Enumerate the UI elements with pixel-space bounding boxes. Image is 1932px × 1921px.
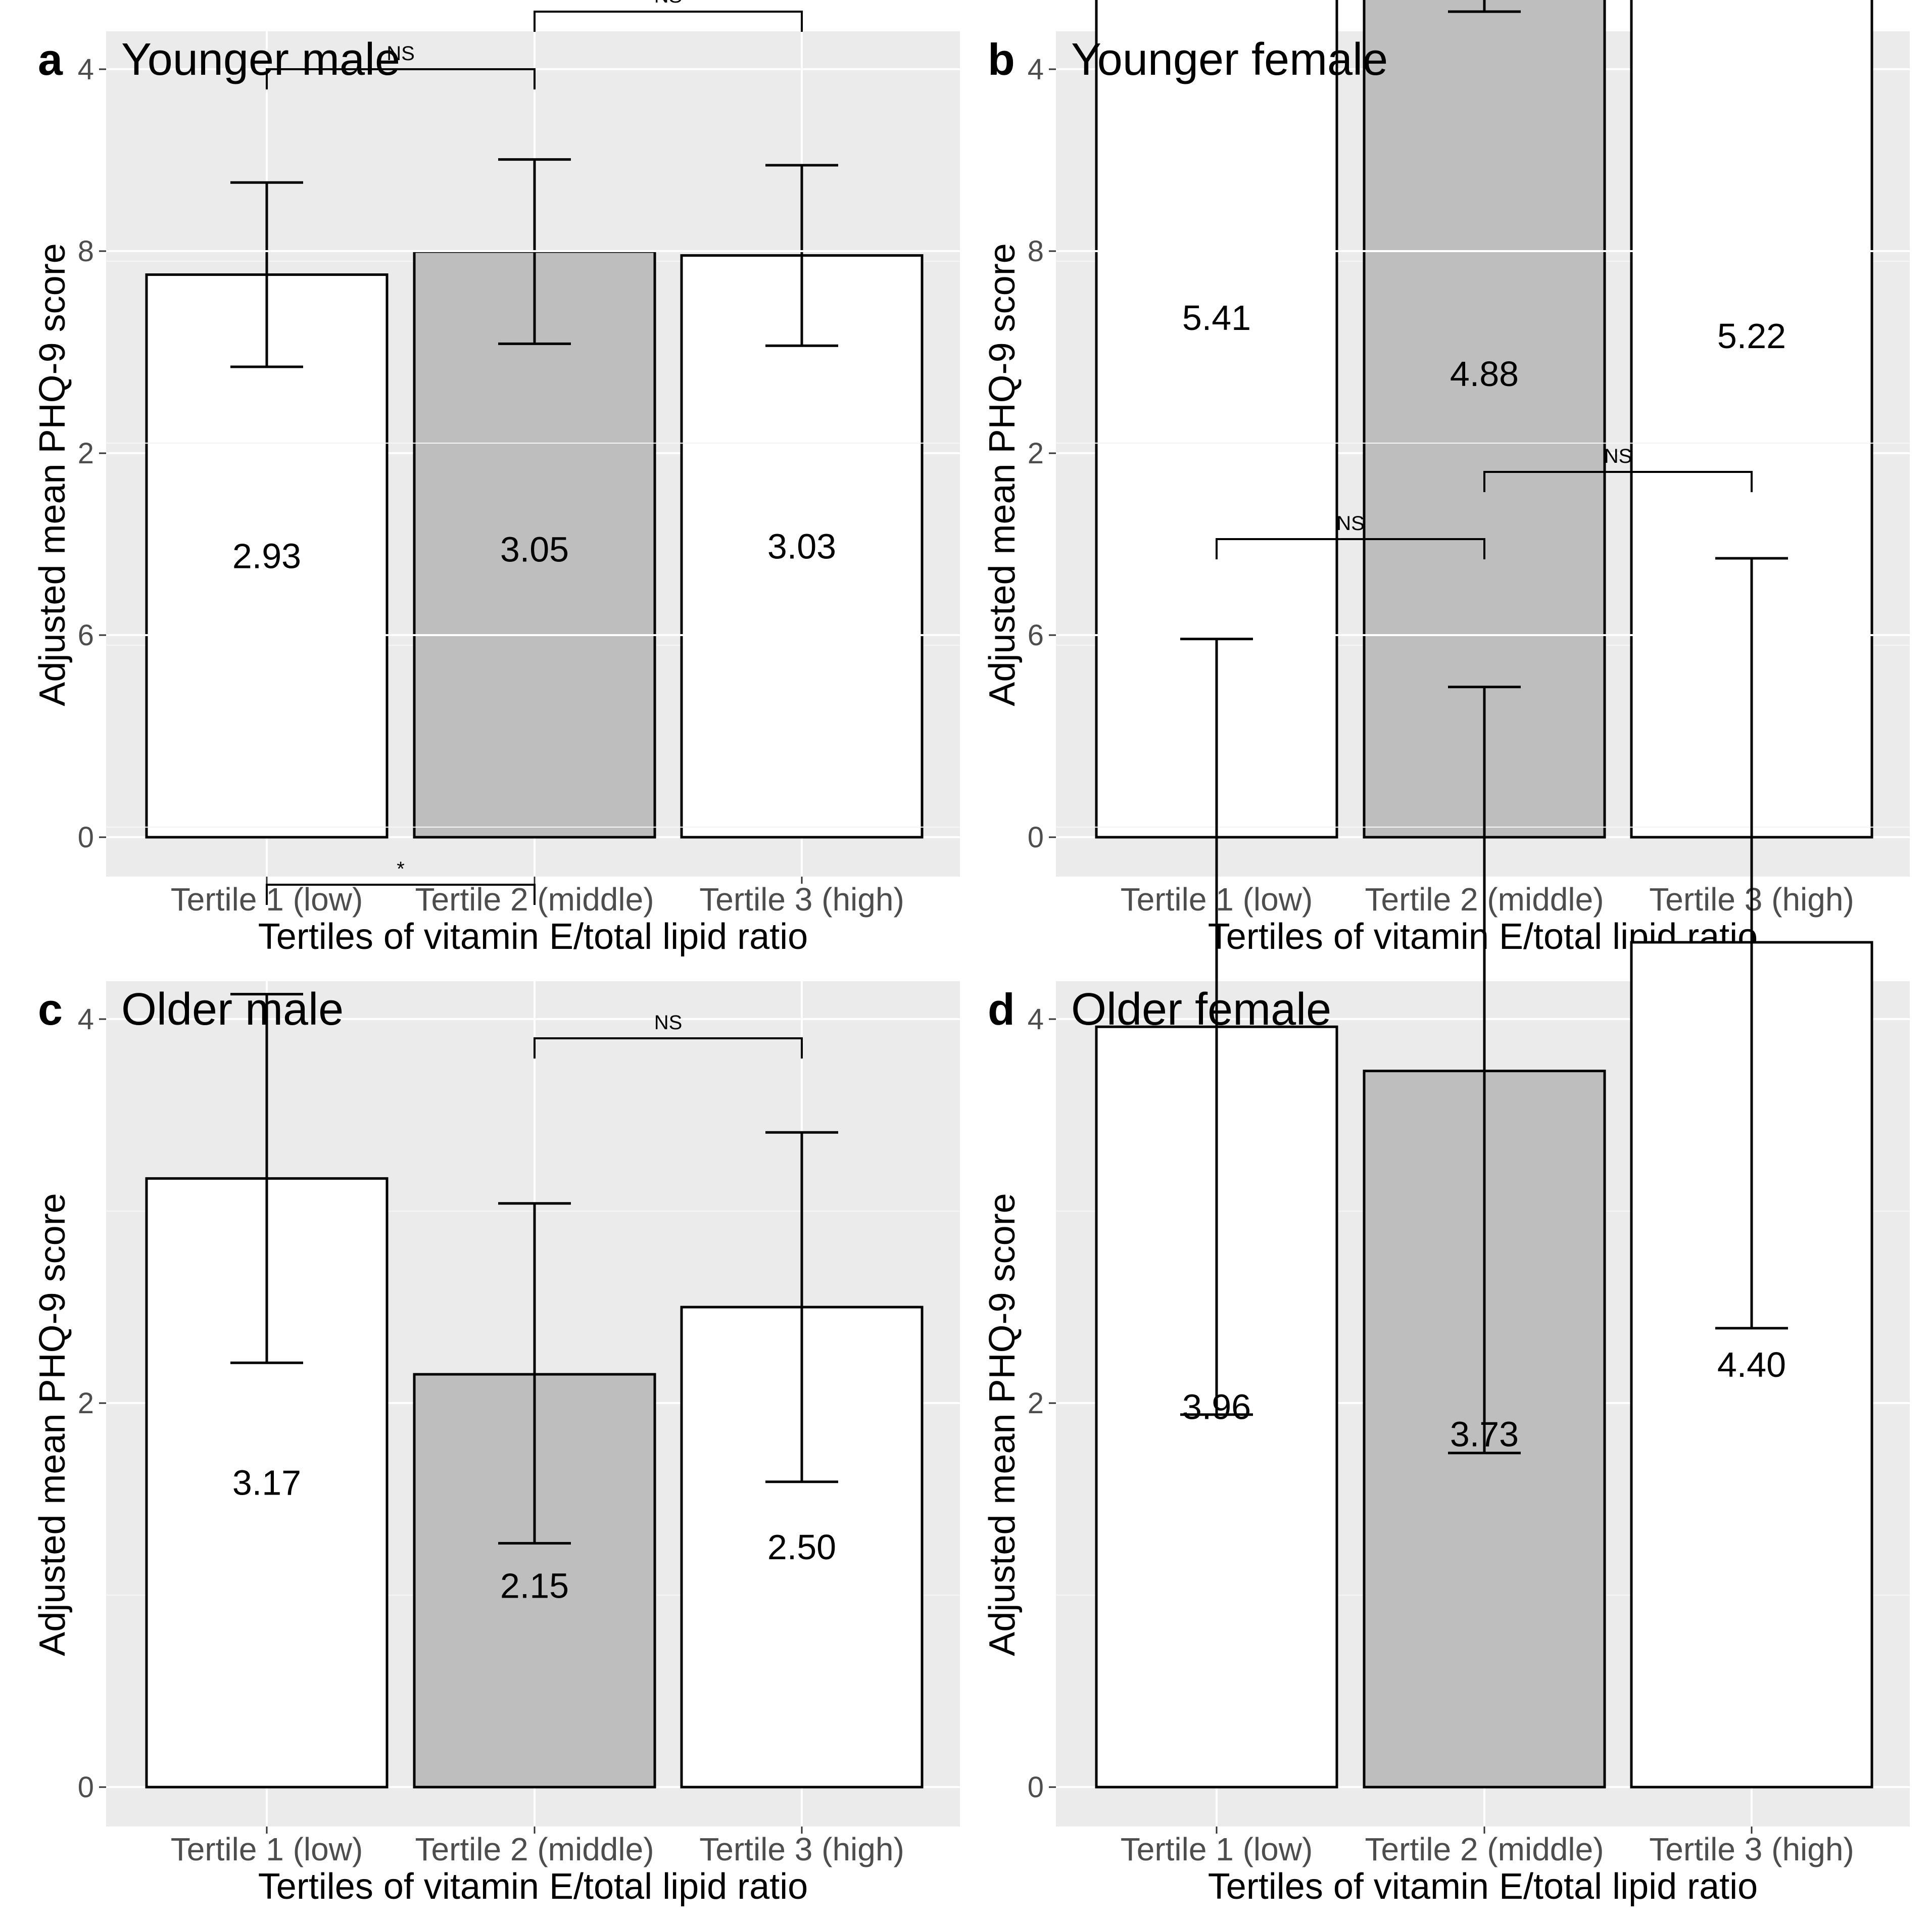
significance-label: NS <box>654 0 683 7</box>
y-tick-label: 2 <box>78 1387 94 1420</box>
bar-value-label: 5.41 <box>1182 298 1251 338</box>
significance-label: * <box>397 858 405 880</box>
bar-value-label: 2.15 <box>500 1566 569 1606</box>
bar-value-label: 2.93 <box>232 536 301 575</box>
y-tick-label: 8 <box>78 235 94 268</box>
panel-title: Older female <box>1071 984 1331 1035</box>
panel-letter: b <box>988 34 1015 84</box>
x-tick-label: Tertile 2 (middle) <box>415 1831 654 1867</box>
bar-value-label: 5.22 <box>1717 316 1786 356</box>
panel-title: Younger female <box>1071 34 1388 85</box>
y-tick-label: 4 <box>1028 1003 1044 1036</box>
panel-letter: c <box>38 984 63 1034</box>
x-axis-title: Tertiles of vitamin E/total lipid ratio <box>258 917 808 957</box>
y-tick-label: 0 <box>78 1771 94 1804</box>
y-axis-title: Adjusted mean PHQ-9 score <box>32 243 73 706</box>
bar <box>145 273 389 839</box>
y-tick-label: 2 <box>78 437 94 470</box>
bar-value-label: 3.17 <box>232 1463 301 1503</box>
significance-bracket <box>534 1037 803 1059</box>
bar-value-label: 3.73 <box>1450 1414 1519 1454</box>
bar-value-label: 3.05 <box>500 530 569 569</box>
x-tick-label: Tertile 3 (high) <box>699 1831 904 1867</box>
y-axis-title: Adjusted mean PHQ-9 score <box>982 243 1023 706</box>
x-tick-label: Tertile 1 (low) <box>171 1831 363 1867</box>
significance-label: NS <box>1604 445 1632 467</box>
y-axis-title: Adjusted mean PHQ-9 score <box>32 1193 73 1656</box>
bar-value-label: 4.88 <box>1450 354 1519 394</box>
x-tick-label: Tertile 1 (low) <box>1121 1831 1313 1867</box>
significance-bracket <box>266 68 536 89</box>
significance-bracket <box>1483 471 1753 492</box>
y-tick-label: 4 <box>1028 53 1044 86</box>
significance-label: NS <box>387 42 415 65</box>
y-tick-label: 6 <box>78 619 94 652</box>
significance-bracket <box>266 884 536 905</box>
x-axis-title: Tertiles of vitamin E/total lipid ratio <box>1208 1866 1758 1907</box>
panel-letter: a <box>38 34 63 84</box>
panel-title: Older male <box>121 984 344 1035</box>
y-tick-label: 0 <box>78 821 94 854</box>
y-tick-label: 0 <box>1028 821 1044 854</box>
y-tick-label: 8 <box>1028 235 1044 268</box>
y-tick-label: 4 <box>78 1003 94 1036</box>
bar-value-label: 3.96 <box>1182 1387 1251 1427</box>
y-tick-label: 0 <box>1028 1771 1044 1804</box>
bar-value-label: 2.50 <box>767 1527 836 1567</box>
bar-value-label: 3.03 <box>767 526 836 566</box>
y-tick-label: 2 <box>1028 1387 1044 1420</box>
x-tick-label: Tertile 3 (high) <box>699 881 904 918</box>
panel-c: 0 2 4 6 8 3.17 2.15 2.50 Tertile 1 (low) Tertile … <box>32 235 960 1907</box>
x-tick-label: Tertile 3 (high) <box>1649 1831 1854 1867</box>
y-tick-label: 2 <box>1028 437 1044 470</box>
y-tick-label: 4 <box>78 53 94 86</box>
significance-bracket <box>1216 538 1485 559</box>
significance-label: NS <box>1336 512 1365 535</box>
x-axis-title: Tertiles of vitamin E/total lipid ratio <box>258 1866 808 1907</box>
y-axis-title: Adjusted mean PHQ-9 score <box>982 1193 1023 1656</box>
significance-label: NS <box>654 1012 683 1034</box>
bar <box>680 254 924 839</box>
y-tick-label: 6 <box>1028 619 1044 652</box>
panel-d: 0 2 4 6 8 3.96 3.73 4.40 Tertile 1 (low) Tertile … <box>982 235 1910 1907</box>
panel-letter: d <box>988 984 1015 1034</box>
significance-bracket <box>534 11 803 32</box>
x-tick-label: Tertile 2 (middle) <box>1365 1831 1604 1867</box>
panel-title: Younger male <box>121 34 400 85</box>
bar <box>413 250 656 839</box>
bar-value-label: 4.40 <box>1717 1345 1786 1384</box>
